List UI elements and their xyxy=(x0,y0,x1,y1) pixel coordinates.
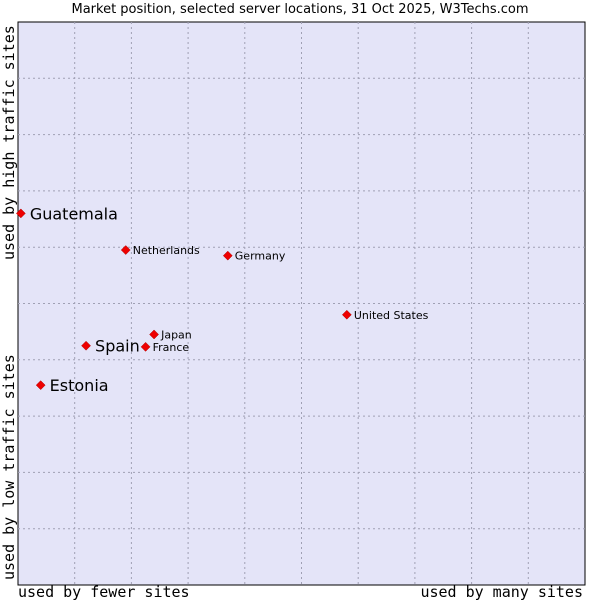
point-label-united-states: United States xyxy=(354,309,429,322)
point-label-estonia: Estonia xyxy=(50,376,109,395)
point-netherlands: Netherlands xyxy=(120,244,200,257)
chart-title: Market position, selected server locatio… xyxy=(71,2,529,17)
point-label-guatemala: Guatemala xyxy=(30,204,118,223)
point-label-netherlands: Netherlands xyxy=(133,244,200,257)
point-japan: Japan xyxy=(149,328,192,341)
y-axis-label-low: used by low traffic sites xyxy=(0,354,18,580)
point-marker-united-states xyxy=(342,309,352,320)
point-marker-netherlands xyxy=(120,245,131,255)
data-points: Guatemala Netherlands Germany United States… xyxy=(15,204,429,395)
point-marker-france xyxy=(140,341,151,352)
point-united-states: United States xyxy=(342,309,429,322)
y-axis-label-high: used by high traffic sites xyxy=(0,25,18,260)
point-marker-estonia xyxy=(35,380,46,390)
point-guatemala: Guatemala xyxy=(15,204,118,223)
point-marker-spain xyxy=(81,340,91,351)
point-label-france: France xyxy=(153,341,190,354)
point-label-germany: Germany xyxy=(235,250,286,263)
grid-lines xyxy=(18,22,585,585)
point-marker-germany xyxy=(222,250,233,261)
point-marker-japan xyxy=(149,329,159,340)
point-spain: Spain xyxy=(81,337,140,356)
point-label-spain: Spain xyxy=(95,337,140,356)
x-axis-label-low: used by fewer sites xyxy=(18,583,190,600)
point-estonia: Estonia xyxy=(35,376,109,395)
point-marker-guatemala xyxy=(15,208,26,219)
point-germany: Germany xyxy=(222,250,286,263)
point-label-japan: Japan xyxy=(160,328,192,341)
point-france: France xyxy=(140,341,190,354)
x-axis-label-high: used by many sites xyxy=(420,583,583,600)
